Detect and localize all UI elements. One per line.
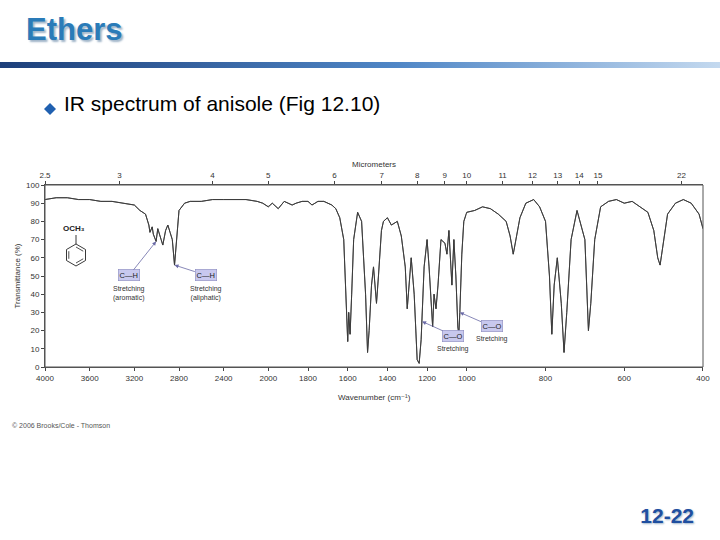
- html-text:12-22: 12-22: [640, 504, 694, 527]
- svg-text:5: 5: [266, 171, 271, 180]
- svg-text:Stretching(aliphatic): Stretching(aliphatic): [190, 285, 222, 302]
- svg-text:2800: 2800: [170, 374, 188, 383]
- svg-text:Micrometers: Micrometers: [352, 160, 396, 169]
- html-text:IR spectrum of anisole (Fig 12: IR spectrum of anisole (Fig 12.10): [64, 92, 381, 115]
- svg-text:10: 10: [462, 171, 471, 180]
- svg-text:40: 40: [30, 290, 39, 299]
- svg-text:400: 400: [696, 374, 710, 383]
- svg-text:1200: 1200: [418, 374, 436, 383]
- svg-text:C—O: C—O: [444, 332, 463, 341]
- svg-text:Transmittance (%): Transmittance (%): [13, 243, 22, 308]
- svg-text:Stretching: Stretching: [476, 335, 508, 343]
- svg-text:8: 8: [415, 171, 420, 180]
- svg-text:1400: 1400: [378, 374, 396, 383]
- svg-text:600: 600: [618, 374, 632, 383]
- svg-text:Stretching: Stretching: [437, 345, 469, 353]
- svg-text:60: 60: [30, 254, 39, 263]
- svg-text:800: 800: [539, 374, 553, 383]
- svg-text:14: 14: [575, 171, 584, 180]
- svg-text:13: 13: [553, 171, 562, 180]
- svg-text:3200: 3200: [125, 374, 143, 383]
- svg-text:90: 90: [30, 199, 39, 208]
- svg-text:9: 9: [442, 171, 447, 180]
- svg-text:30: 30: [30, 308, 39, 317]
- html-text:Ethers: Ethers: [26, 12, 123, 47]
- svg-text:15: 15: [594, 171, 603, 180]
- svg-text:100: 100: [26, 181, 40, 190]
- svg-text:2400: 2400: [215, 374, 233, 383]
- svg-text:20: 20: [30, 326, 39, 335]
- svg-text:4000: 4000: [36, 374, 54, 383]
- html-text:OCH₃: OCH₃: [63, 224, 85, 233]
- html-text:© 2006 Brooks/Cole - Thomson: © 2006 Brooks/Cole - Thomson: [12, 422, 110, 429]
- svg-text:0: 0: [35, 363, 40, 372]
- svg-text:2.5: 2.5: [39, 171, 51, 180]
- svg-text:11: 11: [498, 171, 507, 180]
- svg-text:22: 22: [677, 171, 686, 180]
- svg-text:C—H: C—H: [197, 271, 215, 280]
- svg-text:6: 6: [332, 171, 337, 180]
- svg-text:3: 3: [117, 171, 122, 180]
- svg-text:4: 4: [210, 171, 215, 180]
- svg-text:Stretching(aromatic): Stretching(aromatic): [113, 285, 145, 302]
- svg-text:10: 10: [30, 345, 39, 354]
- svg-text:1800: 1800: [299, 374, 317, 383]
- svg-text:50: 50: [30, 272, 39, 281]
- svg-text:Wavenumber (cm⁻¹): Wavenumber (cm⁻¹): [338, 393, 411, 402]
- svg-text:1000: 1000: [458, 374, 476, 383]
- svg-text:C—H: C—H: [120, 271, 138, 280]
- svg-text:3600: 3600: [81, 374, 99, 383]
- svg-text:7: 7: [379, 171, 384, 180]
- svg-text:2000: 2000: [259, 374, 277, 383]
- svg-text:12: 12: [528, 171, 537, 180]
- svg-text:1600: 1600: [339, 374, 357, 383]
- svg-text:80: 80: [30, 217, 39, 226]
- svg-text:C—O: C—O: [483, 322, 502, 331]
- svg-text:70: 70: [30, 235, 39, 244]
